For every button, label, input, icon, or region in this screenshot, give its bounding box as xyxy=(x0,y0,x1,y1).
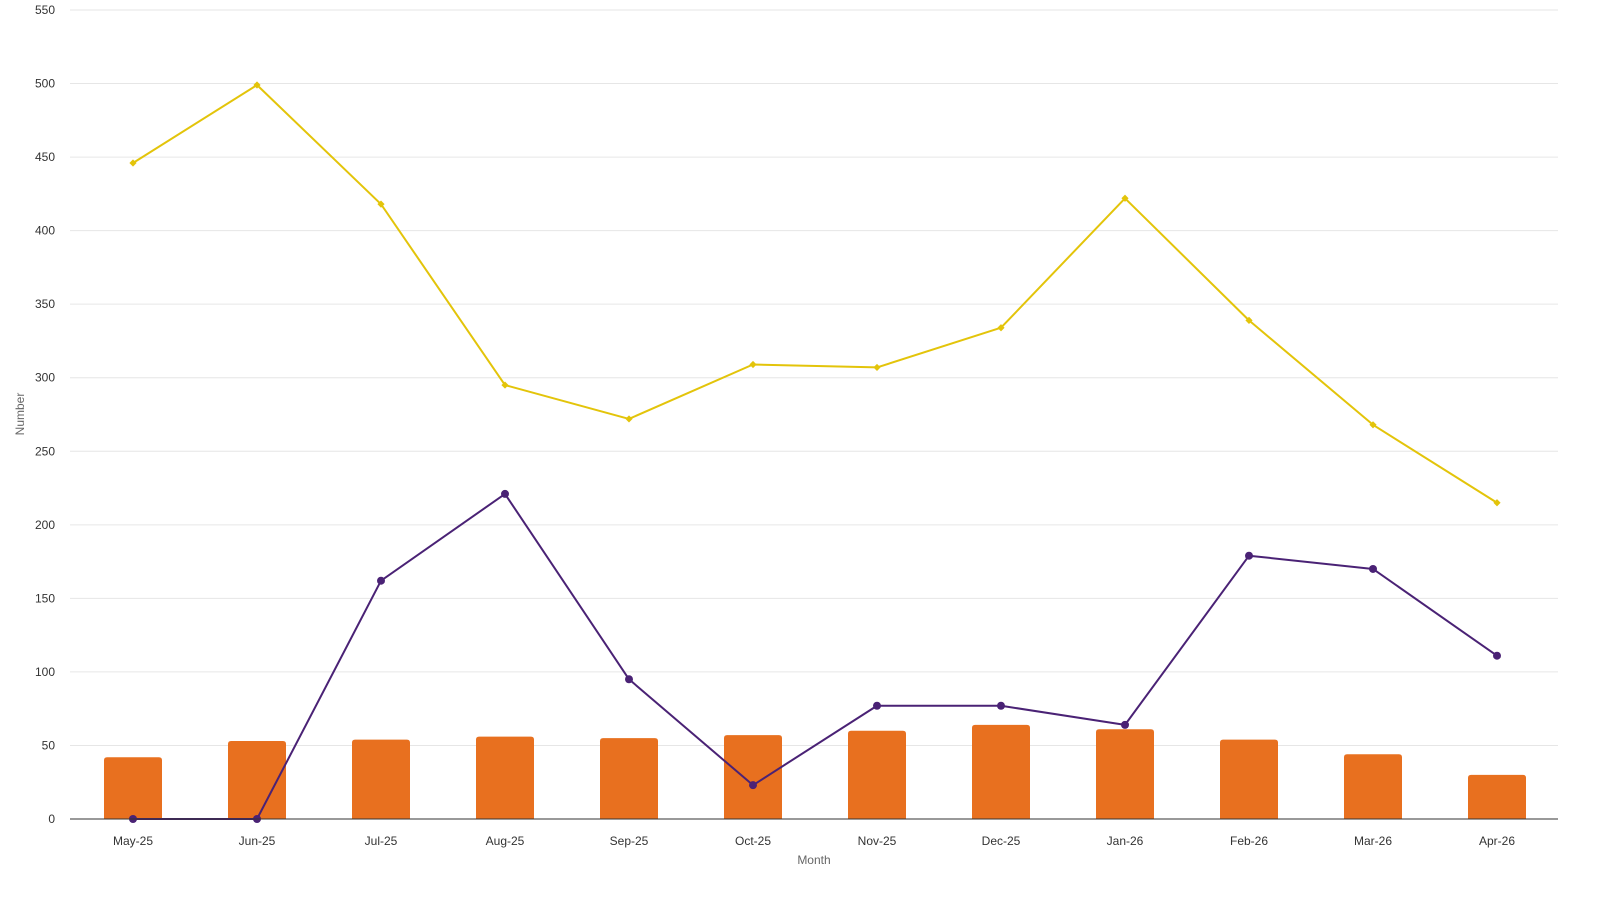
data-point xyxy=(377,200,385,208)
data-point xyxy=(997,324,1005,332)
data-point xyxy=(749,360,757,369)
bar xyxy=(972,724,1030,819)
y-tick-label: 500 xyxy=(35,77,55,91)
data-point xyxy=(1121,194,1129,202)
data-point xyxy=(129,159,137,167)
data-point xyxy=(1369,421,1377,429)
y-tick-label: 50 xyxy=(42,738,56,752)
bar xyxy=(228,741,286,819)
y-tick-label: 0 xyxy=(48,812,55,826)
data-point xyxy=(501,381,509,389)
x-tick-label: Nov-25 xyxy=(858,834,897,848)
data-point xyxy=(1245,316,1253,324)
x-axis-title: Month xyxy=(797,853,830,867)
data-point xyxy=(1493,651,1501,660)
gridlines xyxy=(70,9,1558,746)
data-point xyxy=(253,81,261,89)
x-tick-label: Mar-26 xyxy=(1354,834,1392,848)
data-point xyxy=(1245,551,1253,560)
y-tick-label: 300 xyxy=(35,371,55,385)
bar xyxy=(352,739,410,819)
x-tick-label: Jul-25 xyxy=(365,834,398,848)
bar-series xyxy=(104,724,1526,819)
x-tick-label: Jan-26 xyxy=(1107,834,1144,848)
data-point xyxy=(749,781,757,790)
series-line xyxy=(133,492,1498,820)
bar xyxy=(724,735,782,819)
x-tick-label: Feb-26 xyxy=(1230,834,1268,848)
data-point xyxy=(625,415,633,423)
bar xyxy=(848,730,906,819)
y-tick-label: 350 xyxy=(35,297,55,311)
axes: 0 50 100 150 200 250 300 350 400 450 500 550 May-25 J… xyxy=(35,3,1558,848)
x-tick-label: Dec-25 xyxy=(982,834,1021,848)
y-axis-title: Number xyxy=(13,393,27,436)
data-point xyxy=(873,363,881,372)
x-tick-label: May-25 xyxy=(113,834,153,848)
data-point xyxy=(1493,499,1501,507)
bar xyxy=(1344,754,1402,819)
x-tick-label: Aug-25 xyxy=(486,834,525,848)
data-point xyxy=(377,576,385,585)
y-tick-label: 550 xyxy=(35,3,55,17)
bar xyxy=(104,757,162,819)
data-point xyxy=(997,701,1005,710)
bar xyxy=(1220,739,1278,819)
x-tick-label: Apr-26 xyxy=(1479,834,1515,848)
data-point xyxy=(625,675,633,684)
bar xyxy=(1096,729,1154,819)
x-tick-label: Oct-25 xyxy=(735,834,771,848)
y-tick-label: 250 xyxy=(35,444,55,458)
line-series xyxy=(129,81,1501,823)
y-tick-label: 100 xyxy=(35,665,55,679)
data-point xyxy=(1369,564,1377,573)
bar xyxy=(600,738,658,819)
bar xyxy=(476,736,534,819)
y-tick-label: 200 xyxy=(35,518,55,532)
bar xyxy=(1468,774,1526,819)
data-point xyxy=(501,489,509,498)
data-point xyxy=(1121,720,1129,729)
series-line xyxy=(132,84,1498,504)
x-tick-label: Sep-25 xyxy=(610,834,649,848)
y-tick-label: 400 xyxy=(35,224,55,238)
data-point xyxy=(873,701,881,710)
x-tick-label: Jun-25 xyxy=(239,834,276,848)
y-tick-label: 450 xyxy=(35,150,55,164)
y-tick-label: 150 xyxy=(35,591,55,605)
